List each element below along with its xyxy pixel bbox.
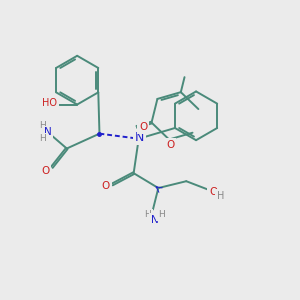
- Text: H: H: [144, 210, 151, 219]
- Text: N: N: [135, 131, 144, 144]
- Text: H: H: [158, 210, 165, 219]
- Text: H: H: [217, 191, 224, 201]
- Text: O: O: [41, 166, 50, 176]
- Text: O: O: [139, 122, 147, 132]
- Text: H: H: [39, 134, 46, 143]
- Text: O: O: [102, 181, 110, 191]
- Text: N: N: [44, 127, 51, 137]
- Text: N: N: [151, 215, 158, 225]
- Text: O: O: [167, 140, 175, 150]
- Text: HO: HO: [42, 98, 57, 108]
- Text: O: O: [209, 187, 217, 196]
- Text: H: H: [39, 121, 46, 130]
